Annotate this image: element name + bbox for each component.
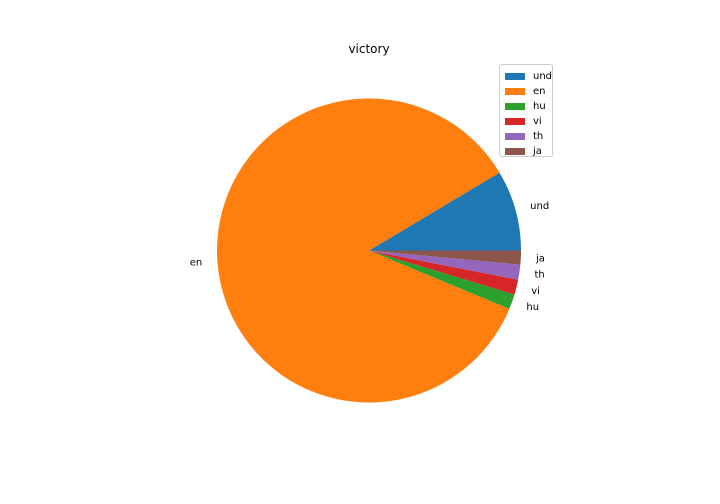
legend-item-en: en [505, 84, 552, 99]
legend-swatch [505, 118, 525, 125]
slice-label-hu: hu [526, 302, 539, 313]
legend-label: hu [533, 101, 546, 112]
legend-swatch [505, 133, 525, 140]
legend-label: ja [533, 146, 542, 157]
pie-slice-hu [369, 250, 515, 309]
legend-label: en [533, 86, 546, 97]
legend: und en hu vi th ja [499, 64, 553, 157]
slice-label-th: th [534, 269, 544, 280]
legend-item-hu: hu [505, 99, 552, 114]
legend-swatch [505, 73, 525, 80]
legend-swatch [505, 88, 525, 95]
legend-label: th [533, 131, 544, 142]
slice-label-vi: vi [531, 286, 540, 297]
legend-label: und [533, 71, 553, 82]
legend-swatch [505, 103, 525, 110]
legend-item-und: und [505, 69, 552, 84]
slice-label-ja: ja [535, 253, 545, 264]
pie-slice-en [216, 98, 510, 403]
legend-swatch [505, 148, 525, 155]
legend-item-vi: vi [505, 114, 552, 129]
pie-slice-th [369, 250, 521, 280]
legend-item-ja: ja [505, 144, 552, 159]
slice-label-en: en [190, 258, 203, 269]
chart-title: victory [348, 42, 390, 56]
legend-label: vi [533, 116, 542, 127]
pie-slice-vi [369, 250, 519, 295]
pie-slice-und [369, 172, 521, 251]
legend-item-th: th [505, 129, 552, 144]
slice-label-und: und [530, 201, 549, 212]
pie-slice-ja [369, 250, 521, 265]
